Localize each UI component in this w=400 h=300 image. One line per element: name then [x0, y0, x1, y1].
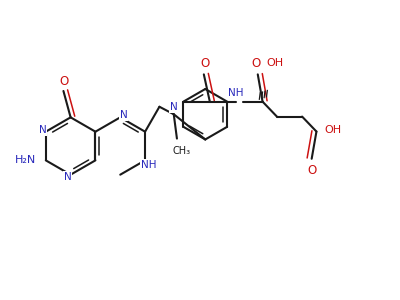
Text: N: N — [120, 110, 127, 120]
Text: OH: OH — [325, 124, 342, 135]
Text: O: O — [60, 74, 69, 88]
Text: O: O — [251, 57, 260, 70]
Text: NH: NH — [228, 88, 244, 98]
Text: H₂N: H₂N — [14, 155, 36, 165]
Text: O: O — [307, 164, 316, 177]
Text: N: N — [170, 102, 178, 112]
Text: N: N — [64, 172, 71, 182]
Text: OH: OH — [266, 58, 283, 68]
Text: CH₃: CH₃ — [173, 146, 191, 155]
Text: NH: NH — [140, 160, 156, 170]
Text: O: O — [200, 57, 209, 70]
Text: N: N — [39, 125, 46, 135]
